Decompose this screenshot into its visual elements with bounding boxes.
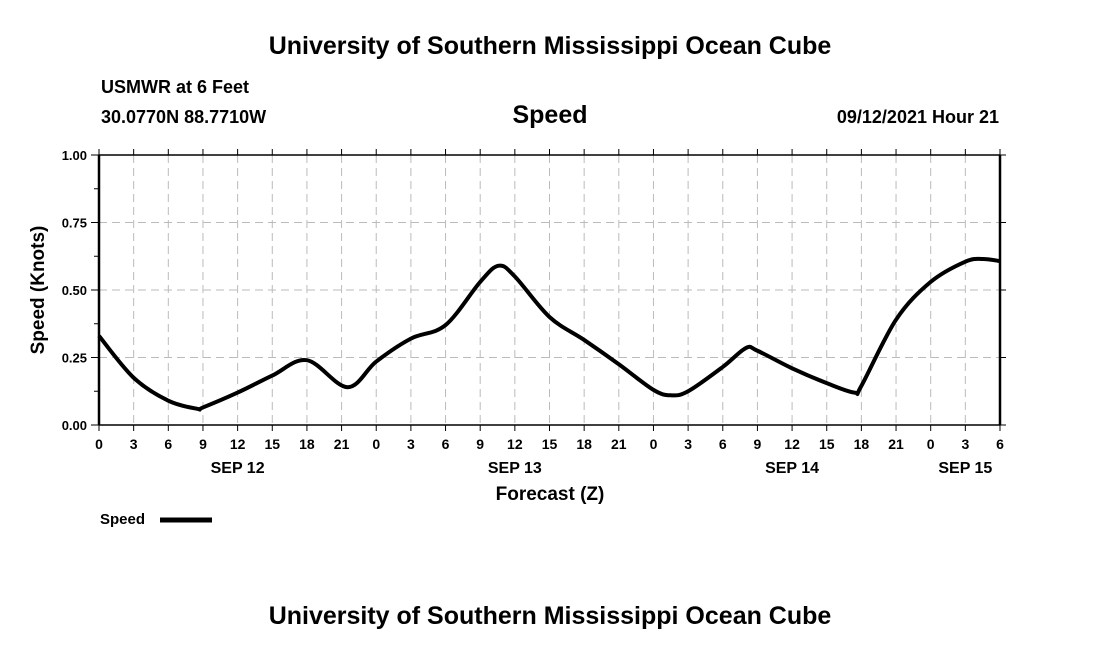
x-tick-label: 3	[961, 436, 969, 452]
x-tick-label: 3	[407, 436, 415, 452]
day-label: SEP 14	[765, 460, 819, 477]
x-tick-label: 21	[611, 436, 627, 452]
x-tick-label: 18	[299, 436, 315, 452]
y-tick-label: 0.50	[62, 283, 87, 298]
y-tick-label: 0.75	[62, 216, 87, 231]
x-tick-label: 12	[507, 436, 523, 452]
day-label: SEP 15	[938, 460, 992, 477]
x-tick-label: 18	[854, 436, 870, 452]
x-tick-label: 15	[264, 436, 280, 452]
x-tick-label: 0	[95, 436, 103, 452]
datetime-label: 09/12/2021 Hour 21	[836, 107, 999, 127]
x-tick-label: 0	[927, 436, 935, 452]
x-tick-label: 0	[372, 436, 380, 452]
x-tick-label: 15	[819, 436, 835, 452]
x-tick-label: 12	[784, 436, 800, 452]
day-label: SEP 12	[211, 460, 265, 477]
x-tick-label: 6	[442, 436, 450, 452]
x-tick-label: 6	[996, 436, 1004, 452]
x-tick-label: 3	[130, 436, 138, 452]
x-tick-label: 0	[650, 436, 658, 452]
day-label: SEP 13	[488, 460, 542, 477]
title-top: University of Southern Mississippi Ocean…	[268, 32, 832, 60]
x-axis-label: Forecast (Z)	[496, 484, 605, 505]
station-label: USMWR at 6 Feet	[101, 77, 250, 97]
y-tick-label: 0.25	[62, 351, 87, 366]
x-tick-label: 18	[576, 436, 592, 452]
x-tick-label: 6	[719, 436, 727, 452]
y-tick-label: 1.00	[62, 148, 87, 163]
x-tick-label: 9	[754, 436, 762, 452]
x-tick-label: 21	[888, 436, 904, 452]
x-tick-label: 21	[334, 436, 350, 452]
x-tick-label: 15	[542, 436, 558, 452]
x-tick-label: 9	[476, 436, 484, 452]
x-tick-label: 6	[164, 436, 172, 452]
x-tick-label: 12	[230, 436, 246, 452]
legend-label: Speed	[100, 511, 145, 528]
x-tick-label: 3	[684, 436, 692, 452]
x-tick-label: 9	[199, 436, 207, 452]
y-tick-label: 0.00	[62, 418, 87, 433]
series-line-speed	[97, 256, 1001, 412]
coordinates-label: 30.0770N 88.7710W	[101, 107, 267, 127]
variable-title: Speed	[512, 101, 588, 129]
title-bottom: University of Southern Mississippi Ocean…	[268, 602, 832, 630]
y-axis-label: Speed (Knots)	[28, 226, 49, 355]
